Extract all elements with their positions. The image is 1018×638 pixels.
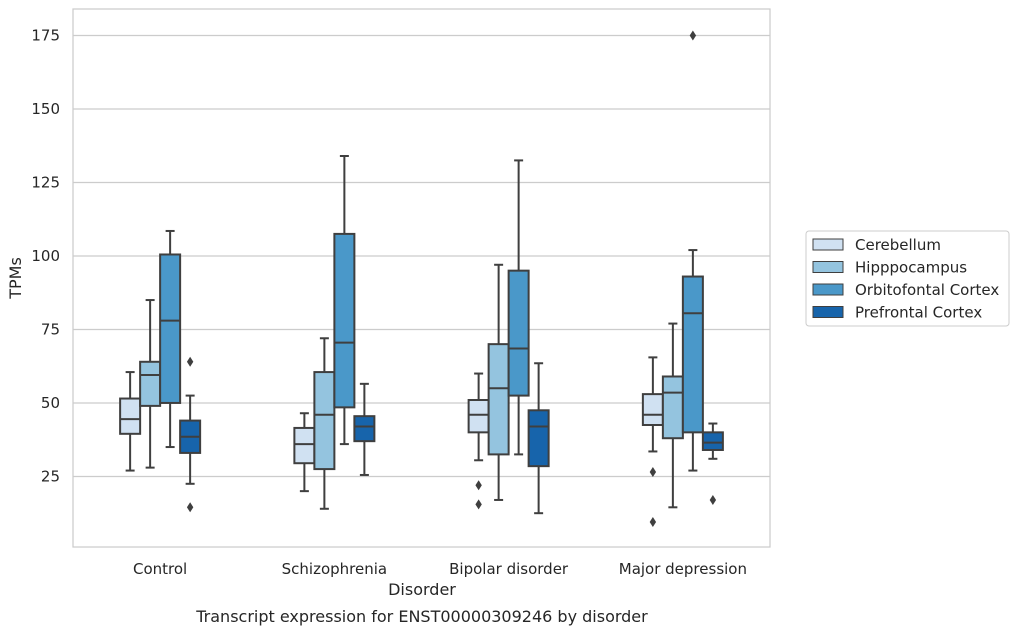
iqr-box <box>661 375 684 440</box>
iqr-box <box>333 232 356 409</box>
iqr-box <box>641 393 664 426</box>
iqr-box <box>527 409 550 468</box>
y-axis-title: TPMs <box>6 257 25 300</box>
iqr-box <box>293 426 316 465</box>
iqr-box <box>681 275 704 434</box>
x-axis-title: Disorder <box>388 580 456 599</box>
box-orbitofontal-cortex-major-depression <box>681 30 704 472</box>
legend-label: Orbitofontal Cortex <box>855 281 999 299</box>
outlier-point <box>186 356 194 367</box>
legend-label: Cerebellum <box>855 236 941 254</box>
outlier-point <box>475 480 482 491</box>
x-tick-label: Bipolar disorder <box>449 560 569 578</box>
x-tick-labels: Control Schizophrenia Bipolar disorder Majo… <box>133 560 747 578</box>
plot-frame <box>72 8 771 548</box>
box-orbitofontal-cortex-schizophrenia <box>333 154 356 446</box>
box-hipppocampus-schizophrenia <box>313 337 336 510</box>
y-tick-label: 150 <box>31 100 60 118</box>
iqr-box <box>701 431 724 451</box>
box-hipppocampus-major-depression <box>661 322 684 509</box>
box-groups <box>119 30 724 528</box>
outlier-point <box>186 502 194 513</box>
iqr-box <box>467 399 490 434</box>
legend-swatch <box>812 283 844 296</box>
outlier-point <box>649 467 657 478</box>
iqr-box <box>119 397 142 435</box>
outlier-point <box>475 499 482 510</box>
legend-frame <box>805 230 1010 327</box>
y-tick-label: 175 <box>31 26 60 44</box>
legend-swatch <box>812 306 844 318</box>
iqr-box <box>139 360 162 407</box>
legend-label: Prefrontal Cortex <box>855 304 982 322</box>
legend-items: Cerebellum Hipppocampus Orbitofontal Corte… <box>812 236 999 322</box>
legend-swatch <box>812 261 844 273</box>
outlier-point <box>689 30 697 41</box>
chart-caption: Transcript expression for ENST0000030924… <box>195 607 648 626</box>
box-cerebellum-control <box>119 371 142 472</box>
legend-swatch <box>812 238 844 251</box>
y-tick-label: 25 <box>41 467 60 485</box>
y-tick-label: 50 <box>41 394 60 412</box>
outlier-point <box>709 494 717 505</box>
x-tick-label: Control <box>133 560 187 578</box>
box-orbitofontal-cortex-bipolar-disorder <box>507 159 530 456</box>
box-prefrontal-cortex-control <box>179 356 202 513</box>
box-cerebellum-schizophrenia <box>293 412 316 493</box>
y-tick-label: 75 <box>41 320 60 338</box>
y-tick-labels: 25 50 75 100 125 150 175 <box>31 26 60 485</box>
box-prefrontal-cortex-major-depression <box>701 422 724 505</box>
iqr-box <box>313 371 336 471</box>
iqr-box <box>159 253 182 404</box>
outlier-point <box>649 517 657 528</box>
iqr-box <box>353 415 376 443</box>
y-tick-label: 100 <box>31 247 60 265</box>
y-tick-label: 125 <box>31 173 60 191</box>
box-orbitofontal-cortex-control <box>159 229 182 449</box>
box-hipppocampus-bipolar-disorder <box>487 263 510 501</box>
legend-label: Hipppocampus <box>855 259 967 277</box>
x-tick-label: Major depression <box>619 560 747 578</box>
legend: Cerebellum Hipppocampus Orbitofontal Corte… <box>805 230 1010 327</box>
iqr-box <box>487 343 510 456</box>
iqr-box <box>507 269 530 397</box>
x-tick-label: Schizophrenia <box>282 560 387 578</box>
box-prefrontal-cortex-bipolar-disorder <box>527 362 550 515</box>
box-prefrontal-cortex-schizophrenia <box>353 382 376 476</box>
